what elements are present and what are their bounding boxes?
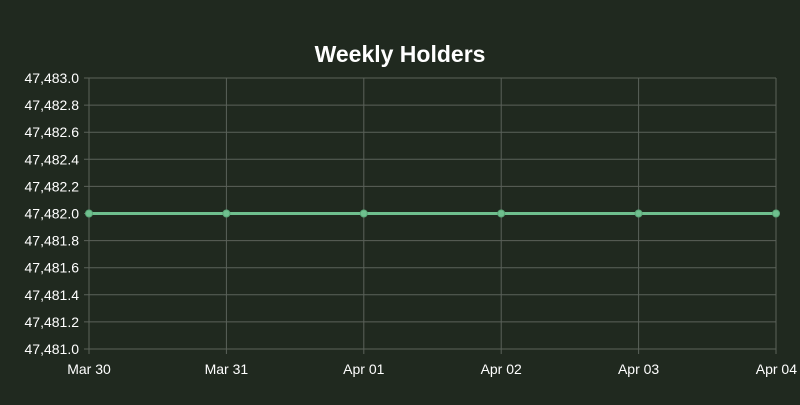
chart-title: Weekly Holders xyxy=(315,41,486,67)
x-tick-label: Apr 02 xyxy=(481,361,522,377)
y-tick-label: 47,482.6 xyxy=(25,124,80,140)
series xyxy=(85,209,780,218)
y-tick-label: 47,481.4 xyxy=(25,287,80,303)
y-tick-label: 47,481.2 xyxy=(25,314,80,330)
grid xyxy=(84,77,777,354)
x-tick-label: Apr 01 xyxy=(343,361,384,377)
y-tick-label: 47,481.6 xyxy=(25,260,80,276)
y-tick-label: 47,483.0 xyxy=(25,70,80,86)
data-point[interactable] xyxy=(772,209,780,218)
y-tick-label: 47,481.0 xyxy=(25,341,80,357)
x-tick-label: Mar 31 xyxy=(205,361,249,377)
y-tick-label: 47,481.8 xyxy=(25,233,80,249)
x-tick-label: Mar 30 xyxy=(67,361,111,377)
x-axis: Mar 30 Mar 31 Apr 01 Apr 02 Apr 03 Apr 04 xyxy=(67,361,797,377)
x-tick-label: Apr 03 xyxy=(618,361,659,377)
y-tick-label: 47,482.2 xyxy=(25,178,80,194)
data-point[interactable] xyxy=(359,209,368,218)
data-point[interactable] xyxy=(634,209,643,218)
y-tick-label: 47,482.4 xyxy=(25,151,80,167)
y-tick-label: 47,482.8 xyxy=(25,97,80,113)
data-point[interactable] xyxy=(497,209,506,218)
data-point[interactable] xyxy=(222,209,231,218)
y-axis: 47,483.0 47,482.8 47,482.6 47,482.4 47,482.2… xyxy=(25,70,80,357)
data-point[interactable] xyxy=(85,209,93,218)
x-tick-label: Apr 04 xyxy=(756,361,797,377)
y-tick-label: 47,482.0 xyxy=(25,206,80,222)
